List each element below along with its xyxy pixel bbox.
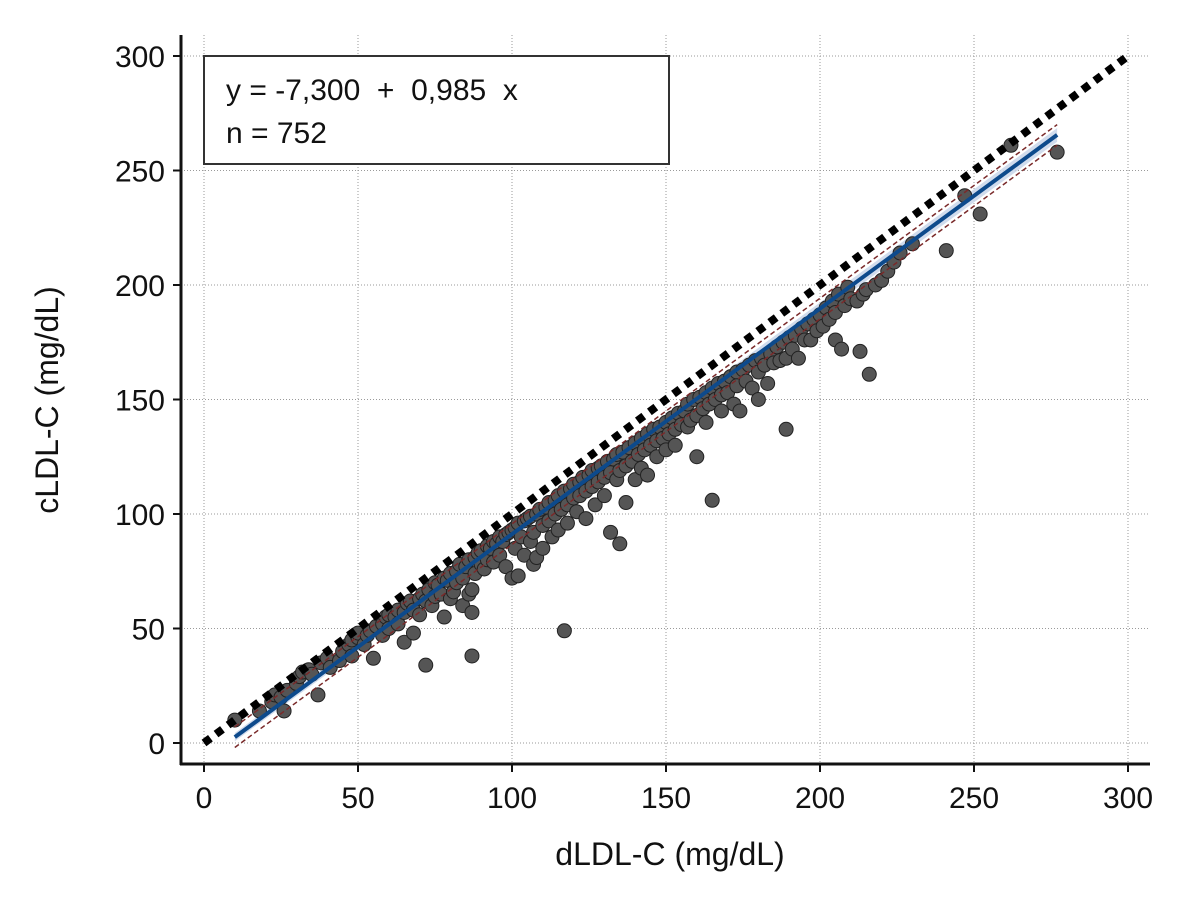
data-point (698, 414, 714, 430)
data-point (436, 609, 452, 625)
data-point (310, 687, 326, 703)
data-point (834, 341, 850, 357)
regression-equation: y = -7,300 + 0,985 x (226, 74, 518, 107)
fit-lines (201, 52, 1131, 749)
data-point (510, 568, 526, 584)
data-point (689, 449, 705, 465)
data-point (578, 511, 594, 527)
data-point (744, 380, 760, 396)
y-axis-title: cLDL-C (mg/dL) (29, 286, 65, 514)
data-point (612, 536, 628, 552)
data-point (667, 437, 683, 453)
y-tick-label: 100 (115, 499, 165, 532)
sample-size: n = 752 (226, 117, 327, 150)
data-point (713, 403, 729, 419)
data-point (412, 607, 428, 623)
data-point (732, 403, 748, 419)
data-point (396, 634, 412, 650)
data-point (498, 559, 514, 575)
upper-limit-line (234, 123, 1058, 728)
x-tick-label: 100 (487, 782, 537, 815)
x-tick-label: 0 (196, 782, 213, 815)
data-point (535, 540, 551, 556)
x-tick-label: 200 (795, 782, 845, 815)
x-tick-label: 250 (949, 782, 999, 815)
data-point (790, 350, 806, 366)
data-point (556, 623, 572, 639)
x-tick-label: 300 (1103, 782, 1153, 815)
data-point (778, 421, 794, 437)
tick-labels: 0 50 100 150 200 250 300 0 50 100 150 200 250 300 (115, 41, 1153, 815)
data-point (861, 366, 877, 382)
legend-box (203, 55, 670, 165)
y-tick-label: 200 (115, 270, 165, 303)
y-tick-label: 50 (132, 614, 165, 647)
data-point (852, 343, 868, 359)
equation-legend: y = -7,300 + 0,985 x n = 752 (203, 55, 670, 165)
y-tick-label: 300 (115, 41, 165, 74)
y-tick-label: 250 (115, 156, 165, 189)
data-point (760, 375, 776, 391)
y-tick-label: 150 (115, 385, 165, 418)
data-point (750, 392, 766, 407)
data-point (365, 650, 381, 666)
data-point (938, 243, 954, 259)
data-point (464, 648, 480, 664)
data-point (603, 524, 619, 540)
data-point (596, 488, 612, 504)
lower-limit-line (234, 144, 1058, 749)
data-point (587, 497, 603, 513)
data-point (640, 467, 656, 483)
data-point (704, 492, 720, 508)
data-point (1049, 144, 1065, 160)
data-point (972, 206, 988, 222)
x-tick-label: 50 (341, 782, 374, 815)
axes (173, 35, 1150, 772)
data-point (559, 515, 575, 531)
data-point (618, 495, 634, 511)
data-point (464, 582, 480, 598)
x-axis-title: dLDL-C (mg/dL) (555, 836, 784, 872)
identity-line (201, 52, 1131, 747)
data-point (418, 657, 434, 673)
data-point (405, 625, 421, 641)
data-point (464, 604, 480, 620)
regression-line (233, 133, 1059, 739)
x-tick-label: 150 (641, 782, 691, 815)
y-tick-label: 0 (148, 728, 165, 761)
